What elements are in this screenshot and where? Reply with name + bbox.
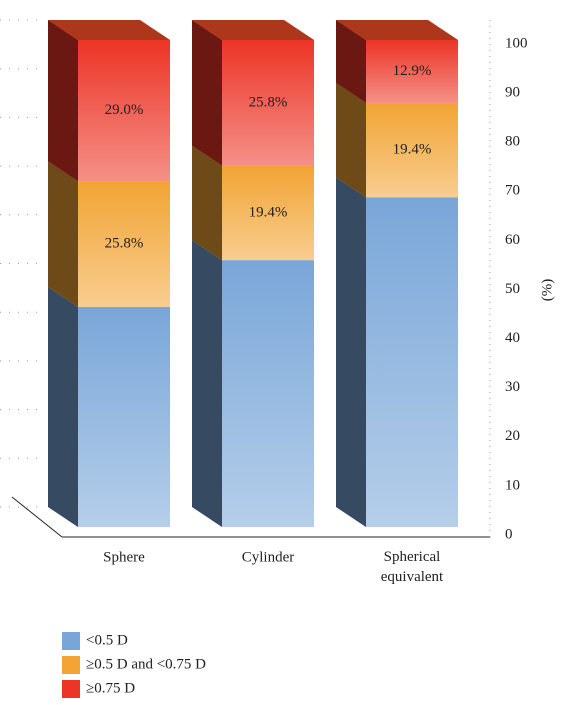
bar-side-shade (192, 240, 222, 527)
x-tick-label: Sphere (103, 549, 145, 565)
bar-front-shade (222, 165, 314, 261)
bar-front-shade (222, 260, 314, 527)
y-tick-label: 30 (505, 379, 520, 395)
legend-label: ≥0.75 D (86, 680, 135, 696)
legend-swatch (62, 656, 80, 674)
x-tick-label: Spherical equivalent (381, 549, 444, 585)
floor-edge (11, 496, 63, 538)
data-label: 25.8% (249, 94, 288, 110)
y-tick-label: 90 (505, 85, 520, 101)
bar-front-shade (366, 102, 458, 198)
bar-side-shade (48, 20, 78, 182)
bar-top-shade (48, 20, 170, 40)
data-label: 29.0% (105, 102, 144, 118)
data-label: 19.4% (249, 204, 288, 220)
y-tick-label: 10 (505, 477, 520, 493)
legend-label: ≥0.5 D and <0.75 D (86, 656, 206, 672)
y-tick-label: 80 (505, 134, 520, 150)
bar-side-shade (48, 286, 78, 527)
y-tick-label: 0 (505, 526, 513, 542)
bar-side-shade (336, 82, 366, 198)
bar-segment (48, 161, 170, 307)
bar-front-shade (366, 40, 458, 103)
bar-segment (48, 20, 170, 182)
bar-segment (336, 177, 458, 527)
legend-swatch (62, 680, 80, 698)
bar-segment (192, 240, 314, 527)
bar-side-shade (336, 177, 366, 527)
bar-top-shade (192, 20, 314, 40)
bar-segment (336, 82, 458, 198)
y-tick-label: 20 (505, 428, 520, 444)
data-label: 25.8% (105, 235, 144, 251)
data-label: 12.9% (393, 63, 432, 79)
bar-front-shade (78, 40, 170, 182)
bar-front-shade (366, 197, 458, 527)
bar-side-shade (336, 20, 366, 103)
y-axis-label: (%) (539, 279, 555, 302)
bar-segment (192, 20, 314, 166)
data-label: 19.4% (393, 141, 432, 157)
bar-side-shade (48, 161, 78, 307)
bar-front-shade (222, 40, 314, 166)
y-tick-label: 40 (505, 330, 520, 346)
legend-swatch (62, 632, 80, 650)
bar-front-shade (78, 181, 170, 307)
y-tick-label: 60 (505, 232, 520, 248)
y-tick-label: 50 (505, 281, 520, 297)
bar-side-shade (192, 20, 222, 166)
y-tick-label: 100 (505, 35, 528, 51)
bar-segment (192, 145, 314, 261)
y-tick-label: 70 (505, 183, 520, 199)
bar-segment (336, 20, 458, 103)
legend-label: <0.5 D (86, 632, 128, 648)
bar-front-shade (78, 306, 170, 527)
bar-side-shade (192, 145, 222, 261)
x-tick-label: Cylinder (242, 549, 295, 565)
bar-segment (48, 286, 170, 527)
bar-top-shade (336, 20, 458, 40)
